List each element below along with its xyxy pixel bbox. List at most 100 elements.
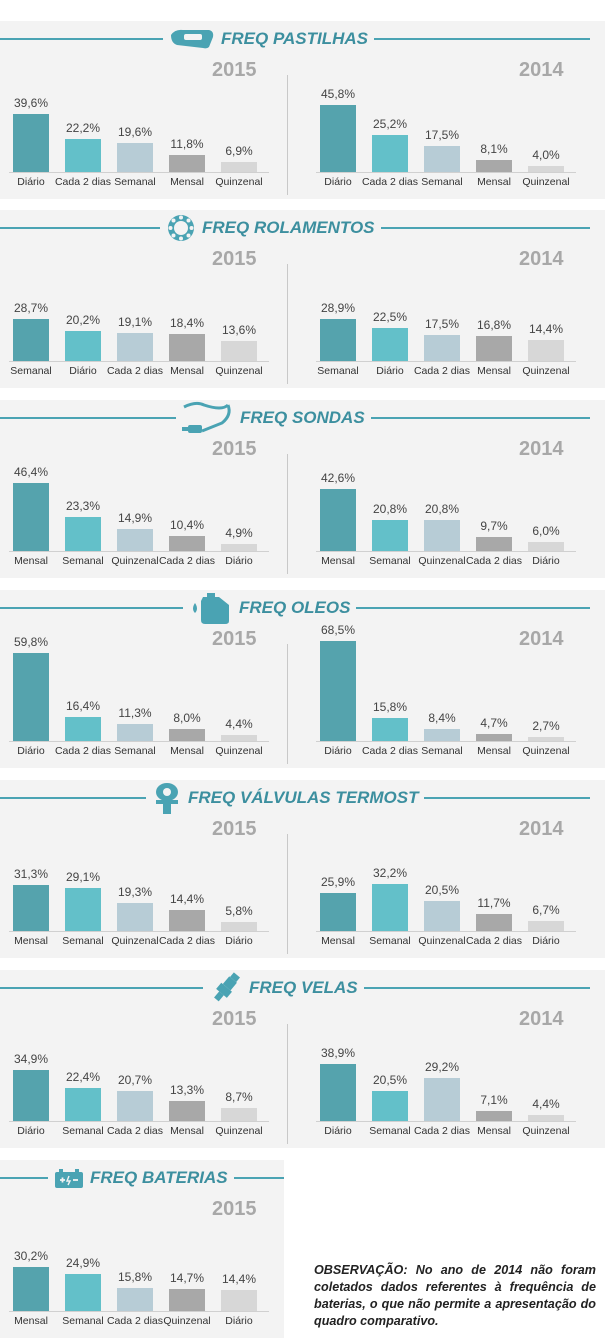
oil-can-icon bbox=[189, 591, 233, 625]
bar bbox=[424, 729, 460, 741]
category-label: Diário bbox=[376, 365, 404, 377]
chart-section: FREQ SONDAS 2015 46,4% Mensal 23,3% Semanal 14… bbox=[0, 400, 605, 578]
category-label: Cada 2 dias bbox=[361, 176, 419, 188]
data-label: 23,3% bbox=[65, 499, 101, 513]
data-label: 17,5% bbox=[424, 128, 460, 142]
category-label: Quinzenal bbox=[111, 935, 159, 947]
data-label: 24,9% bbox=[65, 1256, 101, 1270]
section-title-label: FREQ VELAS bbox=[249, 978, 358, 997]
category-label: Diário bbox=[324, 745, 352, 757]
data-label: 20,7% bbox=[117, 1073, 153, 1087]
bar bbox=[528, 166, 564, 172]
section-title-label: FREQ PASTILHAS bbox=[221, 29, 369, 48]
data-label: 68,5% bbox=[320, 623, 356, 637]
data-label: 19,3% bbox=[117, 885, 153, 899]
category-label: Semanal bbox=[10, 365, 52, 377]
data-label: 4,0% bbox=[532, 148, 560, 162]
baseline bbox=[9, 741, 269, 742]
data-label: 20,2% bbox=[65, 313, 101, 327]
data-label: 32,2% bbox=[372, 866, 408, 880]
category-label: Semanal bbox=[317, 365, 359, 377]
section-title: FREQ BATERIAS bbox=[48, 1164, 234, 1192]
bar bbox=[424, 146, 460, 172]
category-label: Mensal bbox=[14, 555, 48, 567]
baseline bbox=[9, 1121, 269, 1122]
bar bbox=[320, 1064, 356, 1121]
data-label: 17,5% bbox=[424, 317, 460, 331]
chart-section: FREQ ROLAMENTOS 2015 28,7% Semanal 20,2% Diár… bbox=[0, 210, 605, 388]
category-label: Quinzenal bbox=[522, 745, 570, 757]
category-label: Cada 2 dias bbox=[158, 935, 216, 947]
year-label: 2015 bbox=[212, 248, 257, 270]
bar bbox=[117, 1288, 153, 1311]
data-label: 31,3% bbox=[13, 867, 49, 881]
section-title-label: FREQ OLEOS bbox=[239, 598, 351, 617]
bar bbox=[221, 1108, 257, 1121]
bar bbox=[424, 520, 460, 551]
bar bbox=[528, 542, 564, 551]
category-label: Diário bbox=[17, 176, 45, 188]
year-label: 2014 bbox=[519, 248, 564, 270]
data-label: 29,2% bbox=[424, 1060, 460, 1074]
section-title: FREQ SONDAS bbox=[176, 401, 371, 433]
bar bbox=[169, 334, 205, 361]
year-label: 2014 bbox=[519, 628, 564, 650]
panel-divider bbox=[287, 264, 288, 384]
data-label: 28,7% bbox=[13, 301, 49, 315]
data-label: 6,7% bbox=[532, 903, 560, 917]
bar bbox=[221, 1290, 257, 1311]
baseline bbox=[316, 172, 576, 173]
data-label: 4,7% bbox=[480, 716, 508, 730]
year-label: 2015 bbox=[212, 628, 257, 650]
category-label: Mensal bbox=[477, 1125, 511, 1137]
data-label: 20,8% bbox=[424, 502, 460, 516]
year-label: 2014 bbox=[519, 59, 564, 81]
panel-divider bbox=[287, 454, 288, 574]
baseline bbox=[9, 931, 269, 932]
year-label: 2014 bbox=[519, 1008, 564, 1030]
bar bbox=[13, 483, 49, 551]
data-label: 15,8% bbox=[117, 1270, 153, 1284]
data-label: 14,4% bbox=[169, 892, 205, 906]
baseline bbox=[316, 931, 576, 932]
bar bbox=[424, 335, 460, 361]
bar bbox=[528, 737, 564, 741]
bar bbox=[424, 901, 460, 931]
year-label: 2015 bbox=[212, 1008, 257, 1030]
bar bbox=[372, 328, 408, 361]
data-label: 19,6% bbox=[117, 125, 153, 139]
data-label: 16,8% bbox=[476, 318, 512, 332]
bar bbox=[169, 729, 205, 741]
data-label: 18,4% bbox=[169, 316, 205, 330]
category-label: Semanal bbox=[114, 176, 156, 188]
bar bbox=[13, 1070, 49, 1121]
data-label: 6,0% bbox=[532, 524, 560, 538]
bar bbox=[372, 135, 408, 172]
baseline bbox=[316, 1121, 576, 1122]
bar bbox=[221, 162, 257, 172]
bar bbox=[65, 517, 101, 551]
category-label: Mensal bbox=[321, 935, 355, 947]
data-label: 22,4% bbox=[65, 1070, 101, 1084]
category-label: Diário bbox=[532, 935, 560, 947]
category-label: Mensal bbox=[170, 745, 204, 757]
bar bbox=[169, 910, 205, 931]
category-label: Cada 2 dias bbox=[361, 745, 419, 757]
data-label: 7,1% bbox=[480, 1093, 508, 1107]
data-label: 20,8% bbox=[372, 502, 408, 516]
data-label: 25,9% bbox=[320, 875, 356, 889]
bar bbox=[528, 921, 564, 931]
category-label: Semanal bbox=[421, 176, 463, 188]
bar bbox=[65, 888, 101, 931]
section-title: FREQ VÁLVULAS TERMOST bbox=[146, 783, 425, 814]
data-label: 22,2% bbox=[65, 121, 101, 135]
data-label: 14,9% bbox=[117, 511, 153, 525]
bar bbox=[117, 724, 153, 741]
battery-icon bbox=[54, 1167, 84, 1189]
panel-divider bbox=[287, 75, 288, 195]
data-label: 25,2% bbox=[372, 117, 408, 131]
data-label: 11,3% bbox=[118, 706, 152, 720]
data-label: 14,4% bbox=[221, 1272, 257, 1286]
category-label: Semanal bbox=[369, 1125, 411, 1137]
data-label: 11,7% bbox=[477, 896, 511, 910]
